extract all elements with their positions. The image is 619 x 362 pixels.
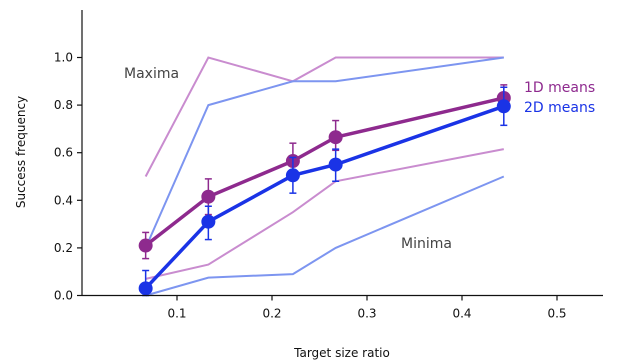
data-point-2d-means <box>201 214 216 229</box>
y-tick-label: 0.6 <box>54 146 73 160</box>
series-1d-means-line <box>144 96 505 247</box>
annotation-minima: Minima <box>401 236 452 252</box>
y-tick-label: 0.2 <box>54 241 73 255</box>
y-axis-title: Success frequency <box>14 96 28 208</box>
y-tick-label: 0.8 <box>54 98 73 112</box>
x-tick-label: 0.2 <box>262 307 281 321</box>
data-point-1d-means <box>138 238 153 253</box>
series-minima-line-5 <box>145 175 505 297</box>
y-tick-label: 1.0 <box>54 51 73 65</box>
axes <box>81 10 603 297</box>
ticks: 0.1 0.2 0.3 0.4 0.5 0.0 0.2 0.4 0.6 0.8 1.0 <box>54 51 567 321</box>
data-point-2d-means <box>285 168 300 183</box>
y-tick-label: 0.0 <box>54 289 73 303</box>
series-maxima-line-3 <box>144 56 504 249</box>
data-point-2d-means <box>138 281 153 296</box>
mean-lines <box>138 84 511 297</box>
y-tick-label: 0.4 <box>54 193 73 207</box>
x-axis-title: Target size ratio <box>293 346 390 360</box>
data-point-2d-means <box>496 99 511 114</box>
legend-1d-means: 1D means <box>524 80 595 96</box>
x-tick-label: 0.3 <box>357 307 376 321</box>
x-tick-label: 0.4 <box>452 307 471 321</box>
series-2d-means-line <box>144 104 505 290</box>
series-minima-line-4 <box>145 148 504 280</box>
range-lines <box>144 56 505 297</box>
data-point-1d-means <box>201 189 216 204</box>
annotation-maxima: Maxima <box>124 66 179 82</box>
data-point-1d-means <box>328 130 343 145</box>
x-tick-label: 0.1 <box>167 307 186 321</box>
legend-2d-means: 2D means <box>524 100 595 116</box>
data-point-2d-means <box>328 157 343 172</box>
x-tick-label: 0.5 <box>547 307 566 321</box>
